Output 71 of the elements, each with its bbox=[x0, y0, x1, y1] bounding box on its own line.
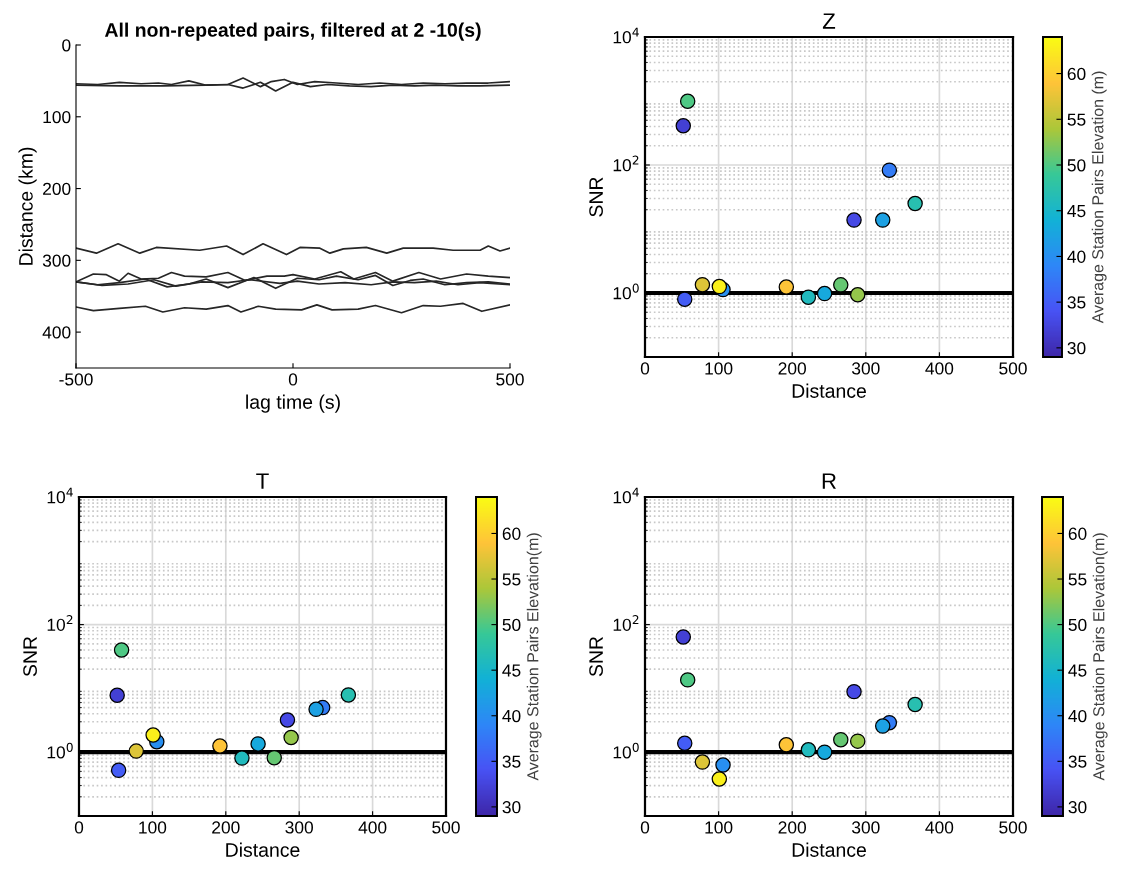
color-bar-label: 55 bbox=[1068, 573, 1087, 586]
color-bar-title: Average Station Pairs Elevation(m) bbox=[1092, 533, 1108, 781]
x-tick-label: 500 bbox=[999, 362, 1027, 375]
color-bar-label: 55 bbox=[1067, 113, 1086, 126]
color-bar-label: 45 bbox=[502, 664, 521, 677]
x-axis-title: Distance bbox=[792, 383, 866, 398]
color-bar-label: 55 bbox=[502, 573, 521, 586]
y-tick-label: 400 bbox=[42, 326, 71, 339]
color-bar-title: Average Station Pairs Elevation(m) bbox=[526, 533, 542, 781]
x-tick-label: 100 bbox=[705, 362, 733, 375]
color-bar-label: 35 bbox=[1067, 296, 1086, 309]
x-tick-label: 200 bbox=[778, 362, 807, 375]
x-tick-label: 0 bbox=[74, 821, 84, 834]
color-bar-label: 40 bbox=[1067, 250, 1086, 263]
y-axis-title: SNR bbox=[589, 636, 603, 677]
x-tick-label: -500 bbox=[59, 373, 93, 386]
x-tick-label: 400 bbox=[925, 821, 954, 834]
color-bar-label: 45 bbox=[1068, 664, 1087, 677]
chart-title: All non-repeated pairs, filtered at 2 -10(s) bbox=[104, 22, 481, 41]
x-tick-label: 500 bbox=[496, 373, 524, 386]
x-axis-title: lag time (s) bbox=[246, 394, 340, 413]
chart-title: Z bbox=[822, 13, 836, 29]
x-tick-label: 200 bbox=[778, 821, 807, 834]
x-tick-label: 0 bbox=[288, 373, 298, 386]
color-bar-label: 50 bbox=[502, 618, 521, 632]
y-axis-title: Distance (km) bbox=[18, 147, 37, 265]
x-tick-label: 0 bbox=[640, 821, 650, 834]
x-tick-label: 200 bbox=[212, 821, 240, 834]
y-tick-label: 10$^{4}$ bbox=[47, 487, 73, 504]
x-tick-label: 100 bbox=[139, 821, 167, 834]
y-axis-title: SNR bbox=[589, 177, 603, 217]
chart-title: T bbox=[256, 473, 269, 489]
x-tick-label: 400 bbox=[925, 362, 954, 375]
x-axis-title: Distance bbox=[792, 842, 866, 857]
color-bar-label: 35 bbox=[502, 755, 521, 768]
color-bar-label: 50 bbox=[1068, 618, 1087, 632]
y-tick-label: 10$^{0}$ bbox=[613, 283, 639, 300]
y-tick-label: 10$^{0}$ bbox=[613, 742, 639, 759]
x-tick-label: 300 bbox=[851, 362, 880, 375]
x-tick-label: 400 bbox=[358, 821, 387, 834]
x-tick-label: 500 bbox=[432, 821, 460, 834]
y-tick-label: 300 bbox=[42, 254, 71, 267]
color-bar-label: 45 bbox=[1067, 205, 1086, 218]
y-tick-label: 10$^{4}$ bbox=[613, 27, 639, 44]
color-bar-label: 60 bbox=[1068, 527, 1087, 540]
y-tick-label: 100 bbox=[43, 110, 71, 124]
color-bar-label: 40 bbox=[502, 709, 521, 723]
y-tick-label: 10$^{0}$ bbox=[47, 742, 73, 759]
color-bar-label: 30 bbox=[1068, 801, 1087, 814]
chart-title: R bbox=[822, 473, 836, 489]
y-tick-label: 200 bbox=[43, 182, 71, 196]
color-bar-label: 30 bbox=[502, 801, 521, 814]
color-bar-label: 30 bbox=[1067, 342, 1086, 355]
x-tick-label: 300 bbox=[851, 821, 880, 834]
x-tick-label: 300 bbox=[285, 821, 314, 834]
y-tick-label: 10$^{2}$ bbox=[613, 615, 639, 631]
y-tick-label: 0 bbox=[62, 39, 71, 52]
color-bar-label: 50 bbox=[1067, 159, 1086, 172]
color-bar-title: Average Station Pairs Elevation (m) bbox=[1091, 71, 1107, 324]
color-bar-label: 40 bbox=[1068, 709, 1087, 723]
color-bar-label: 60 bbox=[1067, 67, 1086, 81]
x-tick-label: 500 bbox=[999, 821, 1027, 834]
y-tick-label: 10$^{2}$ bbox=[613, 155, 639, 172]
y-tick-label: 10$^{2}$ bbox=[47, 615, 73, 631]
x-axis-title: Distance bbox=[226, 842, 300, 857]
x-tick-label: 100 bbox=[705, 821, 733, 834]
x-tick-label: 0 bbox=[640, 362, 650, 375]
color-bar-label: 60 bbox=[502, 527, 521, 540]
color-bar-label: 35 bbox=[1068, 755, 1087, 768]
y-tick-label: 10$^{4}$ bbox=[613, 487, 639, 504]
y-axis-title: SNR bbox=[23, 636, 37, 677]
